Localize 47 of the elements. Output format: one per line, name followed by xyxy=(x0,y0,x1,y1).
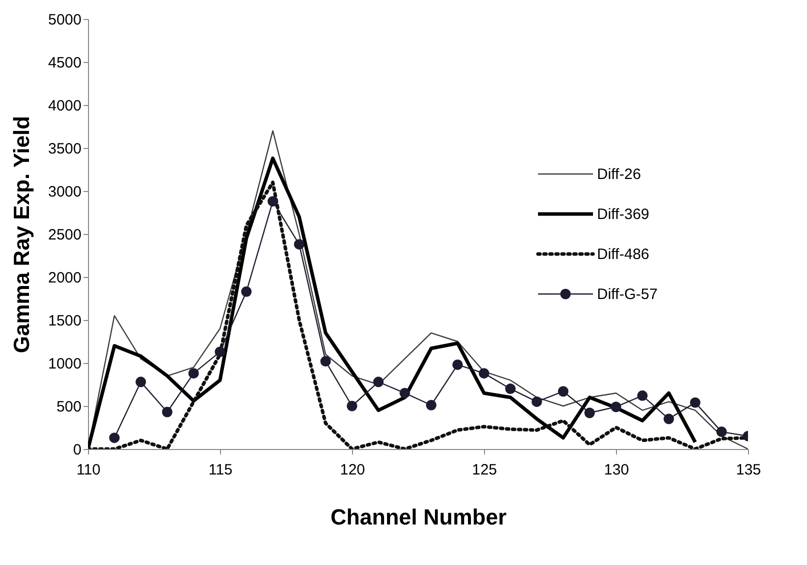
point xyxy=(505,384,516,394)
y-tick-label: 1000 xyxy=(48,356,82,372)
x-tick-label: 110 xyxy=(76,462,100,478)
point xyxy=(109,432,120,444)
x-tick-label: 130 xyxy=(604,462,630,478)
point xyxy=(373,376,384,388)
y-tick-label: 500 xyxy=(56,398,82,416)
y-tick-label: 1500 xyxy=(48,312,82,330)
point xyxy=(241,286,252,297)
legend-label: Diff-26 xyxy=(597,166,641,183)
y-tick-label: 2500 xyxy=(48,226,82,244)
point xyxy=(426,400,436,410)
legend-label: Diff-369 xyxy=(597,206,650,223)
point xyxy=(162,406,172,418)
y-tick-label: 0 xyxy=(73,442,82,458)
x-axis-title: Channel Number xyxy=(330,504,507,530)
point xyxy=(558,386,568,397)
point xyxy=(136,376,146,388)
y-axis-title: Gamma Ray Exp. Yield xyxy=(9,116,34,354)
y-tick-label: 2000 xyxy=(48,270,82,286)
x-tick-label: 125 xyxy=(472,462,498,478)
point xyxy=(268,196,278,207)
x-tick-label: 135 xyxy=(736,462,762,478)
y-tick-label: 5000 xyxy=(48,12,82,28)
x-tick-label: 120 xyxy=(340,462,366,478)
point xyxy=(690,397,700,408)
point xyxy=(452,359,463,370)
y-tick-label: 3500 xyxy=(48,140,82,158)
point xyxy=(637,390,648,401)
point xyxy=(478,368,490,379)
y-tick-label: 4500 xyxy=(48,54,82,72)
x-tick-label: 115 xyxy=(208,462,232,478)
legend-label: Diff-486 xyxy=(597,246,650,263)
y-tick-label: 3000 xyxy=(48,184,82,200)
point xyxy=(188,368,199,379)
point xyxy=(610,402,622,412)
point xyxy=(532,396,542,407)
point xyxy=(320,356,331,367)
point xyxy=(294,239,304,250)
legend-label: Diff-G-57 xyxy=(597,286,658,303)
point xyxy=(214,346,226,358)
point xyxy=(584,408,595,418)
y-tick-label: 4000 xyxy=(48,98,82,114)
point xyxy=(400,388,410,398)
point xyxy=(346,400,358,412)
point xyxy=(664,414,674,424)
point xyxy=(716,426,727,438)
